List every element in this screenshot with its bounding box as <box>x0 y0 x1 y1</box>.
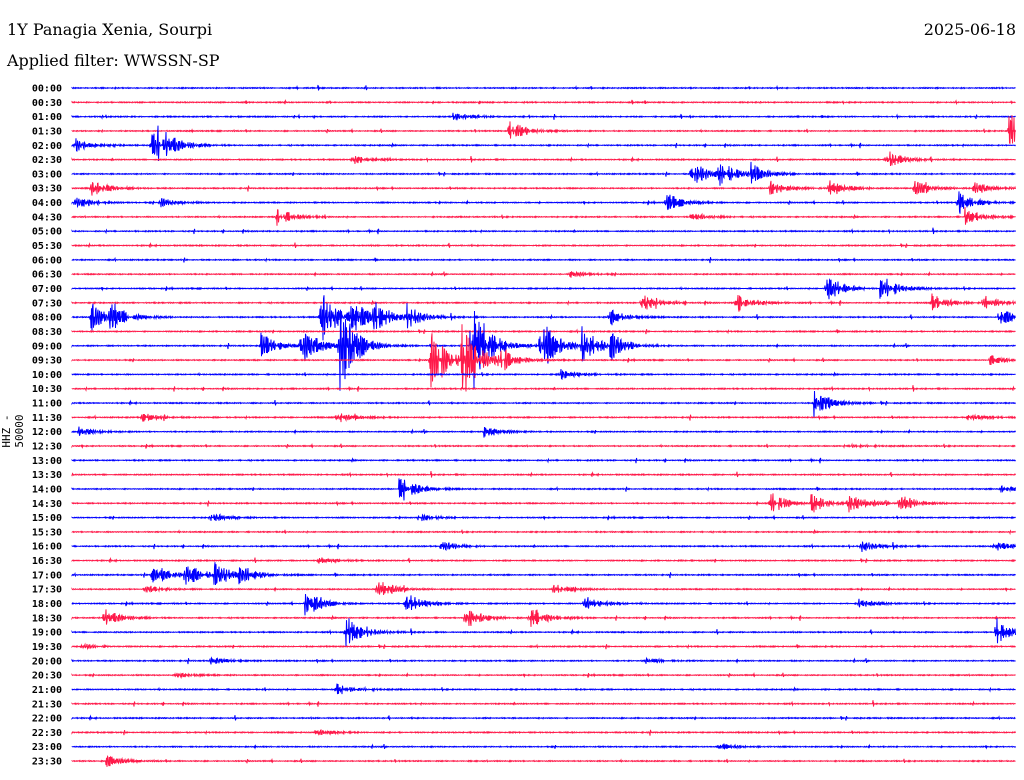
trace-0330 <box>71 180 1016 196</box>
time-tick-label: 02:30 <box>32 155 62 166</box>
time-tick-label: 13:00 <box>32 456 62 467</box>
time-tick-label: 13:30 <box>32 470 62 481</box>
trace-1400 <box>71 478 1016 501</box>
trace-1730 <box>71 582 1016 595</box>
trace-0900 <box>71 309 1016 391</box>
time-tick-label: 10:00 <box>32 370 62 381</box>
time-tick-label: 23:00 <box>32 742 62 753</box>
time-tick-label: 14:00 <box>32 484 62 495</box>
trace-2200 <box>71 714 1016 721</box>
trace-0400 <box>71 191 1016 214</box>
trace-1230 <box>71 442 1016 449</box>
time-tick-label: 05:00 <box>32 227 62 238</box>
trace-0230 <box>71 151 1016 167</box>
trace-1500 <box>71 513 1016 522</box>
trace-1700 <box>71 562 1016 586</box>
time-tick-label: 15:30 <box>32 527 62 538</box>
time-tick-label: 19:30 <box>32 642 62 653</box>
time-tick-label: 06:30 <box>32 270 62 281</box>
trace-2130 <box>71 700 1016 707</box>
time-tick-label: 07:30 <box>32 298 62 309</box>
trace-0800 <box>71 295 1016 341</box>
time-tick-label: 11:30 <box>32 413 62 424</box>
trace-0600 <box>71 256 1016 264</box>
trace-2030 <box>71 671 1016 680</box>
trace-0430 <box>71 207 1016 226</box>
time-tick-label: 23:30 <box>32 757 62 768</box>
trace-0300 <box>71 161 1016 186</box>
trace-0030 <box>71 98 1016 106</box>
time-tick-label: 22:00 <box>32 714 62 725</box>
trace-1900 <box>71 618 1016 648</box>
trace-1000 <box>71 369 1016 380</box>
trace-2230 <box>71 729 1016 736</box>
time-tick-label: 10:30 <box>32 384 62 395</box>
time-tick-label: 08:30 <box>32 327 62 338</box>
time-tick-label: 09:00 <box>32 341 62 352</box>
time-tick-label: 20:00 <box>32 656 62 667</box>
trace-0630 <box>71 270 1016 278</box>
time-tick-label: 21:30 <box>32 699 62 710</box>
trace-0000 <box>71 84 1016 91</box>
time-tick-label: 11:00 <box>32 399 62 410</box>
trace-0500 <box>71 227 1016 235</box>
trace-1130 <box>71 413 1016 423</box>
time-tick-label: 18:30 <box>32 613 62 624</box>
trace-1100 <box>71 390 1016 419</box>
time-tick-label: 03:00 <box>32 169 62 180</box>
trace-1330 <box>71 471 1016 478</box>
trace-1300 <box>71 457 1016 464</box>
time-tick-label: 00:30 <box>32 98 62 109</box>
time-tick-label: 04:30 <box>32 212 62 223</box>
trace-1430 <box>71 493 1016 513</box>
time-tick-label: 05:30 <box>32 241 62 252</box>
trace-2300 <box>71 743 1016 750</box>
station-title: 1Y Panagia Xenia, Sourpi <box>7 20 213 39</box>
time-tick-label: 04:00 <box>32 198 62 209</box>
time-tick-label: 19:00 <box>32 628 62 639</box>
trace-1600 <box>71 541 1016 553</box>
time-tick-label: 01:00 <box>32 112 62 123</box>
trace-0530 <box>71 241 1016 249</box>
time-tick-label: 14:30 <box>32 499 62 510</box>
trace-1630 <box>71 556 1016 564</box>
date-label: 2025-06-18 <box>923 20 1016 39</box>
trace-1800 <box>71 593 1016 616</box>
time-tick-label: 17:30 <box>32 585 62 596</box>
time-tick-label: 06:00 <box>32 255 62 266</box>
trace-0930 <box>71 324 1016 392</box>
trace-1030 <box>71 385 1016 393</box>
trace-2000 <box>71 656 1016 665</box>
time-tick-label: 02:00 <box>32 141 62 152</box>
time-tick-label: 00:00 <box>32 84 62 95</box>
time-tick-label: 12:00 <box>32 427 62 438</box>
time-tick-label: 18:00 <box>32 599 62 610</box>
time-tick-label: 08:00 <box>32 313 62 324</box>
trace-2330 <box>71 755 1016 767</box>
filter-label: Applied filter: WWSSN-SP <box>7 51 220 70</box>
trace-0730 <box>71 293 1016 312</box>
time-tick-label: 20:30 <box>32 671 62 682</box>
time-tick-label: 09:30 <box>32 356 62 367</box>
trace-0130 <box>71 115 1016 144</box>
time-tick-label: 16:30 <box>32 556 62 567</box>
trace-1530 <box>71 528 1016 536</box>
time-tick-label: 15:00 <box>32 513 62 524</box>
time-tick-label: 03:30 <box>32 184 62 195</box>
trace-0200 <box>71 125 1016 162</box>
time-tick-label: 01:30 <box>32 126 62 137</box>
trace-1200 <box>71 426 1016 438</box>
time-tick-label: 16:00 <box>32 542 62 553</box>
time-tick-label: 22:30 <box>32 728 62 739</box>
trace-0700 <box>71 278 1016 300</box>
trace-1830 <box>71 609 1016 627</box>
time-tick-label: 17:00 <box>32 570 62 581</box>
trace-1930 <box>71 642 1016 651</box>
trace-0100 <box>71 112 1016 121</box>
time-tick-label: 12:30 <box>32 442 62 453</box>
time-tick-label: 21:00 <box>32 685 62 696</box>
time-tick-label: 07:00 <box>32 284 62 295</box>
trace-2100 <box>71 683 1016 695</box>
